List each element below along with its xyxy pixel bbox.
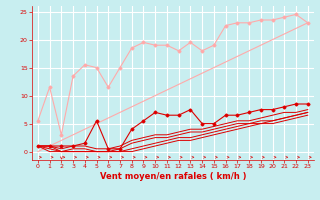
X-axis label: Vent moyen/en rafales ( km/h ): Vent moyen/en rafales ( km/h ) <box>100 172 246 181</box>
